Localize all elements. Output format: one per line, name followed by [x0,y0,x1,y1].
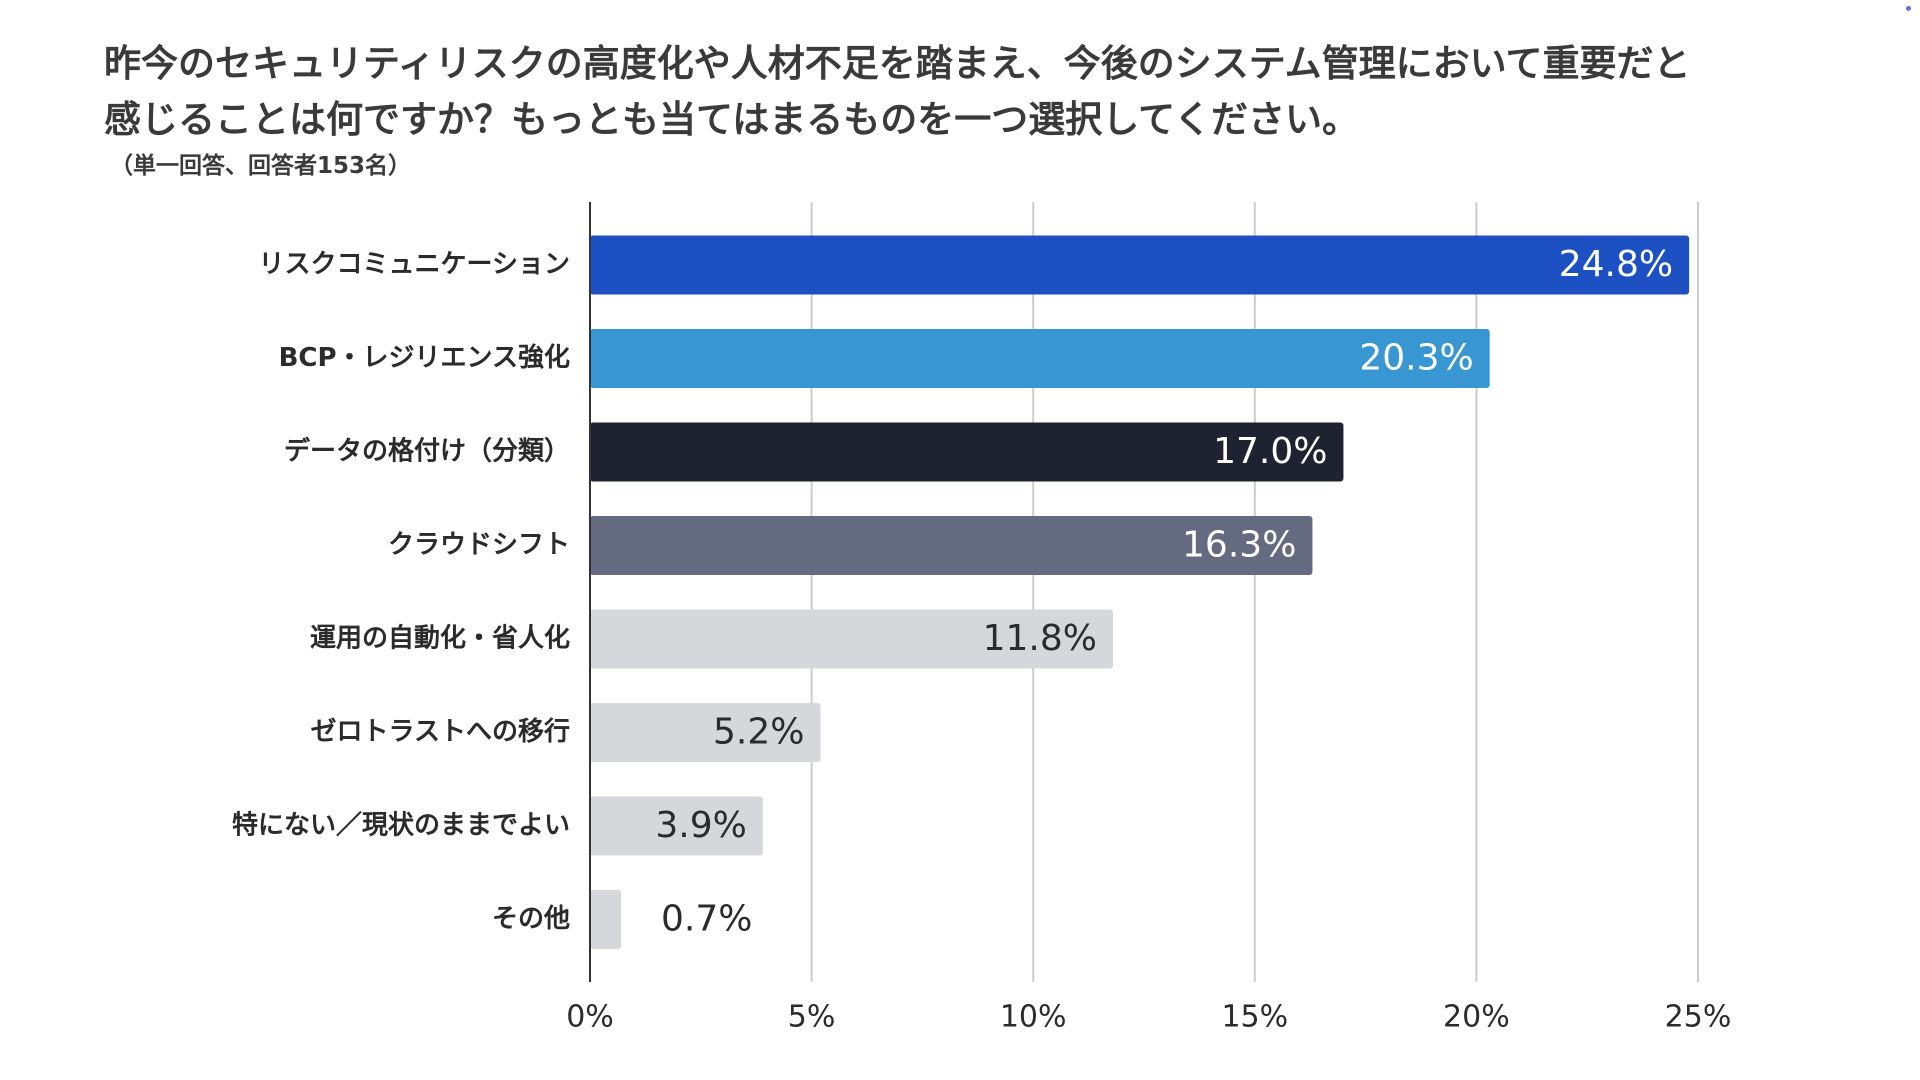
bar-5[interactable] [590,609,1113,669]
category-label-5: 運用の自動化・省人化 [310,623,570,654]
value-label-8: 0.7% [661,899,752,940]
value-label-3: 17.0% [1213,431,1327,472]
chart-title-line-2: 感じることは何ですか？もっとも当てはまるものを一つ選択してください。 [104,98,1360,141]
category-label-6: ゼロトラストへの移行 [311,716,570,747]
value-label-7: 3.9% [655,805,746,846]
bar-4[interactable] [590,516,1313,575]
value-label-5: 11.8% [983,618,1097,659]
category-label-7: 特にない／現状のままでよい [232,810,570,841]
bar-6[interactable] [590,703,821,762]
corner-dot [1906,6,1911,11]
category-label-8: その他 [492,904,570,934]
x-tick-label-25: 25% [1665,1000,1732,1035]
category-label-4: クラウドシフト [388,530,570,560]
bar-2[interactable] [590,329,1490,388]
x-tick-label-5: 5% [788,1000,836,1035]
x-tick-label-20: 20% [1443,1000,1510,1035]
chart-title: 昨今のセキュリティリスクの高度化や人材不足を踏まえ、今後のシステム管理において重… [104,36,1864,148]
value-label-1: 24.8% [1559,244,1673,285]
bar-3[interactable] [590,422,1344,482]
chart-title-line-1: 昨今のセキュリティリスクの高度化や人材不足を踏まえ、今後のシステム管理において重… [104,42,1691,85]
category-label-1: リスクコミュニケーション [259,250,570,280]
value-label-4: 16.3% [1182,525,1296,566]
x-tick-label-15: 15% [1221,1000,1288,1035]
bar-8[interactable] [590,890,622,949]
category-label-3: データの格付け（分類） [284,436,570,467]
category-label-2: BCP・レジリエンス強化 [279,343,570,373]
bar-1[interactable] [590,235,1690,295]
value-label-6: 5.2% [713,712,804,753]
x-tick-label-0: 0% [566,1000,614,1035]
x-tick-label-10: 10% [1000,1000,1067,1035]
chart-subtitle: （単一回答、回答者153名） [110,153,412,179]
value-label-2: 20.3% [1359,338,1473,379]
bar-7[interactable] [590,796,763,856]
